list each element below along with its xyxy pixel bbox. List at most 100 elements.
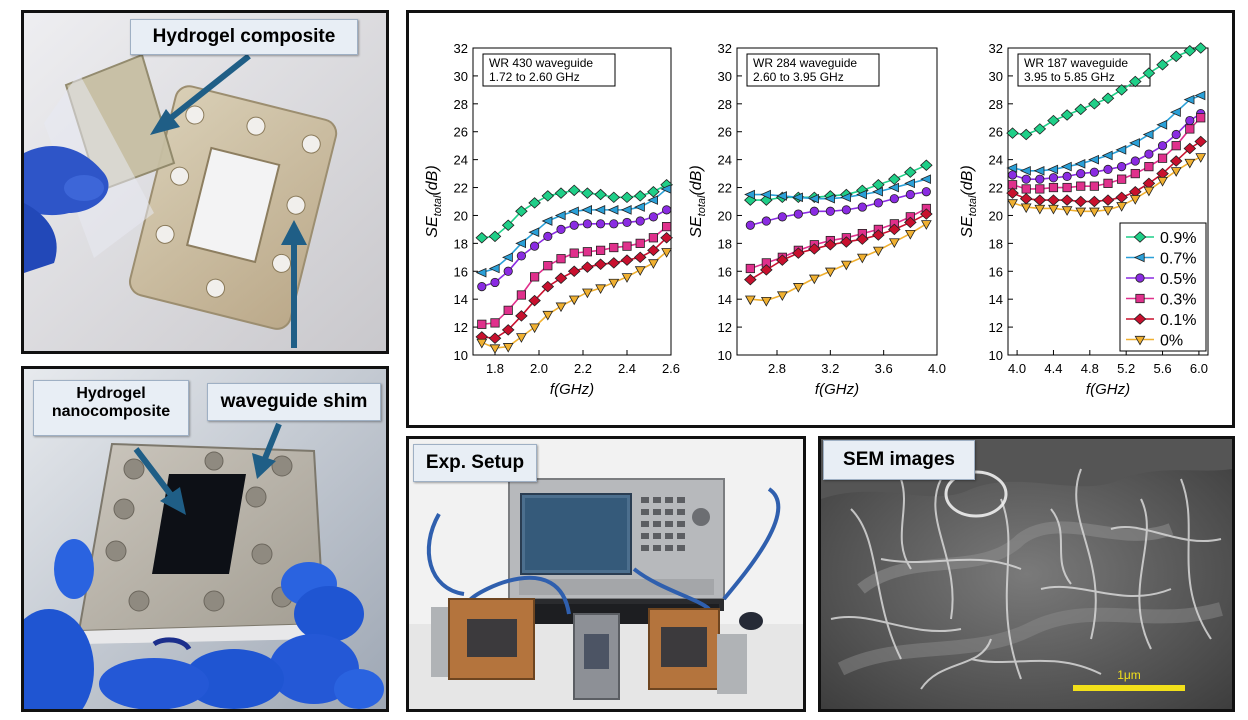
series-3 — [477, 205, 672, 292]
y-axis-label: SEtotal(dB) — [959, 165, 979, 237]
data-point — [660, 232, 673, 244]
data-point — [503, 305, 513, 315]
legend-marker — [1135, 293, 1145, 304]
data-point — [661, 248, 672, 258]
data-point — [542, 310, 554, 321]
exp-setup-photo — [409, 439, 803, 709]
sem-image-panel: 1μm SEM images — [818, 436, 1235, 712]
data-point — [595, 284, 606, 295]
data-point — [825, 206, 835, 216]
data-point — [888, 223, 901, 236]
waveguide-name: WR 284 waveguide — [753, 56, 857, 70]
data-point — [635, 238, 645, 248]
series-5 — [1006, 135, 1208, 208]
data-point — [1035, 174, 1045, 184]
nanofibers — [830, 468, 1222, 690]
data-point — [595, 245, 606, 255]
hydrogel-composite-label: Hydrogel composite — [130, 19, 358, 55]
data-point — [1076, 181, 1086, 191]
hydrogel-composite-photo — [24, 13, 386, 351]
data-point — [1142, 129, 1154, 140]
data-point — [744, 295, 756, 306]
y-tick-label: 32 — [454, 41, 468, 56]
data-point — [530, 272, 540, 282]
data-point — [647, 244, 660, 257]
x-axis-label: f(GHz) — [550, 381, 594, 398]
data-point — [1170, 107, 1181, 118]
data-point — [541, 216, 553, 226]
data-point — [793, 209, 803, 219]
y-tick-label: 26 — [718, 125, 732, 140]
shim-plate — [77, 442, 326, 644]
chart-3: 10 12 14 16 18 20 22 24 26 28 30 32 4.0 4.4 4.8 5.2 5.6 6… — [959, 41, 1209, 398]
y-tick-label: 22 — [718, 181, 732, 196]
data-point — [824, 193, 835, 204]
data-point — [529, 323, 540, 334]
y-tick-label: 18 — [989, 236, 1003, 251]
x-tick-label: 1.8 — [486, 361, 504, 376]
data-point — [857, 202, 867, 212]
data-point — [543, 231, 553, 241]
data-point — [1183, 142, 1197, 155]
gloved-hand — [24, 145, 109, 273]
data-point — [1169, 155, 1183, 167]
data-point — [1060, 109, 1074, 121]
data-point — [1060, 194, 1074, 206]
gloved-hand — [24, 539, 384, 709]
data-point — [1128, 75, 1142, 88]
data-point — [872, 186, 883, 197]
data-point — [581, 205, 593, 215]
series-1 — [475, 179, 673, 244]
data-point — [647, 195, 659, 205]
series-2 — [744, 174, 931, 204]
data-point — [1061, 206, 1073, 216]
y-tick-label: 28 — [718, 97, 732, 112]
nanocomposite-label-line1: Hydrogel — [76, 385, 146, 402]
series-3 — [745, 187, 931, 230]
data-point — [488, 263, 500, 274]
data-point — [760, 296, 772, 307]
data-point — [567, 265, 581, 278]
data-point — [1020, 203, 1032, 214]
sem-images-label: SEM images — [823, 440, 975, 480]
data-point — [488, 230, 502, 243]
data-point — [528, 227, 540, 238]
data-point — [607, 257, 621, 269]
shielding-charts-panel: 10 12 14 16 18 20 22 24 26 28 30 32 1.8 2.0 2.2 2.4 2.6 f… — [406, 10, 1235, 428]
y-tick-label: 18 — [718, 236, 732, 251]
y-tick-label: 24 — [454, 153, 468, 168]
data-point — [622, 217, 632, 228]
data-point — [841, 205, 851, 215]
waveguide-info-box — [746, 53, 880, 87]
data-point — [920, 220, 932, 230]
waveguide-shim-label: waveguide shim — [207, 383, 381, 421]
data-point — [1129, 195, 1141, 205]
y-tick-label: 30 — [718, 69, 732, 84]
data-point — [792, 283, 804, 293]
data-point — [872, 229, 885, 241]
data-point — [920, 174, 931, 184]
data-point — [904, 229, 916, 240]
x-tick-label: 2.0 — [530, 361, 548, 376]
data-point — [622, 241, 632, 251]
data-point — [808, 193, 819, 204]
data-point — [856, 189, 867, 200]
legend-marker — [1133, 252, 1145, 263]
legend: 0.9% 0.7% 0.5% 0.3% 0.1% 0% — [1119, 222, 1207, 352]
data-point — [555, 302, 567, 313]
legend-label: 0% — [1160, 333, 1183, 350]
waveguide-name: WR 430 waveguide — [489, 56, 593, 70]
data-point — [501, 219, 515, 231]
data-point — [660, 184, 672, 194]
data-point — [1034, 204, 1046, 215]
data-point — [1115, 145, 1127, 155]
x-tick-label: 5.2 — [1117, 361, 1135, 376]
data-point — [745, 220, 755, 230]
y-tick-label: 28 — [989, 97, 1003, 112]
data-point — [1062, 171, 1072, 181]
data-point — [1074, 195, 1088, 208]
data-point — [889, 194, 899, 204]
data-point — [490, 318, 500, 328]
data-point — [620, 205, 632, 215]
data-point — [569, 220, 579, 230]
